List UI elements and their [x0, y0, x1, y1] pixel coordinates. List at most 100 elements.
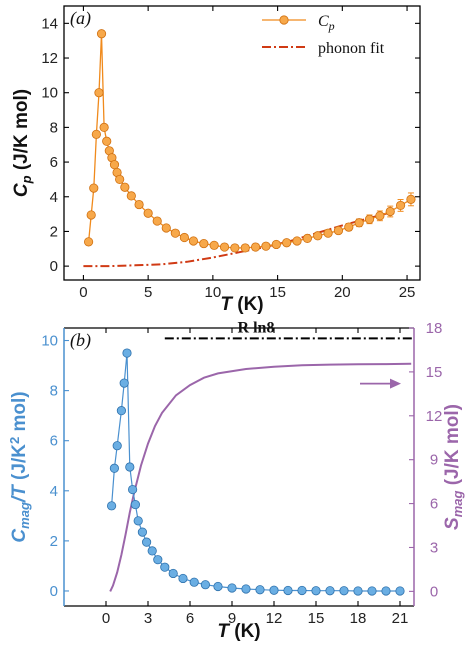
left-y-tick-label: 2 [50, 533, 58, 550]
y-tick-label: 12 [41, 50, 58, 67]
cmag-point [311, 586, 321, 596]
cmag-point [381, 586, 391, 596]
series-phonon-fit-line [83, 210, 395, 268]
cp-point [395, 200, 406, 211]
x-tick-label: 18 [350, 610, 367, 627]
y-tick-label: 2 [50, 223, 58, 240]
cmag-point [116, 406, 127, 416]
x-tick-label: 20 [334, 284, 351, 301]
right-y-tick-label: 9 [430, 452, 438, 469]
cmag-point [112, 441, 122, 451]
cmag-point [128, 484, 138, 495]
right-y-tick-label: 18 [426, 320, 443, 337]
y-tick-label: 14 [41, 15, 58, 32]
cmag-point [367, 586, 377, 596]
cp-point [152, 216, 162, 226]
panel-b: 0 3 6 9 12 15 18 21 0 2 4 6 8 10 0 3 6 9 12 15 18 T (K) Cmag/T… [7, 319, 465, 642]
cp-point [313, 231, 323, 241]
cp-point [102, 136, 112, 146]
legend-cp-label: Cp [318, 13, 335, 33]
x-tick-label: 25 [399, 284, 416, 301]
cmag-point [153, 555, 163, 565]
cmag-point [147, 546, 157, 556]
cmag-point [200, 580, 210, 590]
y-tick-label: 4 [50, 189, 58, 206]
y-tick-label: 10 [41, 85, 58, 102]
cmag-point [130, 499, 140, 510]
plot-frame [63, 5, 421, 281]
left-y-tick-label: 4 [50, 483, 58, 500]
cp-point [406, 194, 416, 204]
cp-point [115, 174, 125, 185]
cmag-point [395, 586, 405, 596]
cp-point [292, 236, 302, 246]
x-tick-label: 21 [392, 610, 409, 627]
cmag-point [283, 585, 293, 596]
legend-cp-marker [279, 15, 289, 25]
cp-point [282, 238, 292, 248]
cp-point [344, 222, 354, 232]
left-y-tick-label: 8 [50, 383, 58, 400]
cp-point [120, 182, 130, 192]
x-tick-label: 15 [269, 284, 286, 301]
series-cmag-line [111, 352, 400, 592]
cp-point [134, 199, 144, 210]
x-tick-label: 15 [308, 610, 325, 627]
right-y-tick-label: 6 [430, 496, 438, 513]
left-y-tick-label: 0 [50, 583, 58, 600]
x-axis-title: T (K) [217, 621, 260, 642]
cmag-point [142, 537, 152, 547]
panel-a: 0 5 10 15 20 25 0 2 4 6 8 10 12 14 T (K) Cp (J/K mol) (a… [11, 5, 421, 315]
x-tick-label: 12 [266, 610, 283, 627]
cp-point [364, 214, 375, 224]
cp-point [99, 122, 109, 132]
cmag-point [297, 585, 307, 596]
cmag-point [133, 516, 143, 526]
cmag-point [119, 378, 129, 388]
x-tick-label: 0 [102, 610, 110, 627]
cp-point [109, 160, 120, 170]
panel-label: (b) [70, 330, 91, 351]
cmag-point [125, 462, 135, 472]
x-tick-label: 6 [186, 610, 194, 627]
x-tick-label: 9 [228, 610, 236, 627]
cp-point [271, 239, 281, 250]
right-y-axis-title: Smag (J/K mol) [442, 404, 465, 530]
right-y-tick-label: 3 [430, 539, 438, 556]
cp-point [323, 228, 333, 238]
cmag-point [168, 568, 178, 579]
x-tick-label: 10 [205, 284, 222, 301]
right-y-tick-label: 12 [426, 408, 443, 425]
cp-point [385, 206, 395, 217]
cmag-point [137, 527, 147, 537]
cp-point [83, 237, 94, 247]
left-y-tick-label: 10 [41, 333, 58, 350]
cp-point [240, 243, 250, 253]
cp-point [161, 223, 171, 233]
cp-point [250, 242, 261, 252]
cmag-point [227, 583, 237, 593]
left-y-axis-title: Cmag/T (J/K2 mol) [7, 391, 32, 542]
cmag-point [339, 586, 349, 596]
cp-point [126, 191, 136, 201]
cp-point [188, 236, 199, 246]
y-tick-label: 8 [50, 119, 58, 136]
y-axis-title: Cp (J/K mol) [11, 89, 34, 197]
right-y-tick-label: 0 [430, 583, 438, 600]
cmag-point [109, 463, 120, 473]
cmag-point [269, 585, 279, 595]
cmag-point [325, 586, 335, 596]
cp-point [94, 88, 104, 98]
cmag-point [160, 562, 170, 572]
cp-point [96, 29, 107, 39]
cp-point [261, 241, 271, 251]
cp-point [375, 211, 385, 221]
cmag-point [189, 577, 199, 587]
cmag-point [353, 586, 363, 596]
y-tick-label: 0 [50, 258, 58, 275]
cp-point [354, 218, 364, 228]
rln8-label: R ln8 [238, 319, 275, 336]
cp-point [230, 243, 240, 253]
cp-point [86, 210, 96, 220]
